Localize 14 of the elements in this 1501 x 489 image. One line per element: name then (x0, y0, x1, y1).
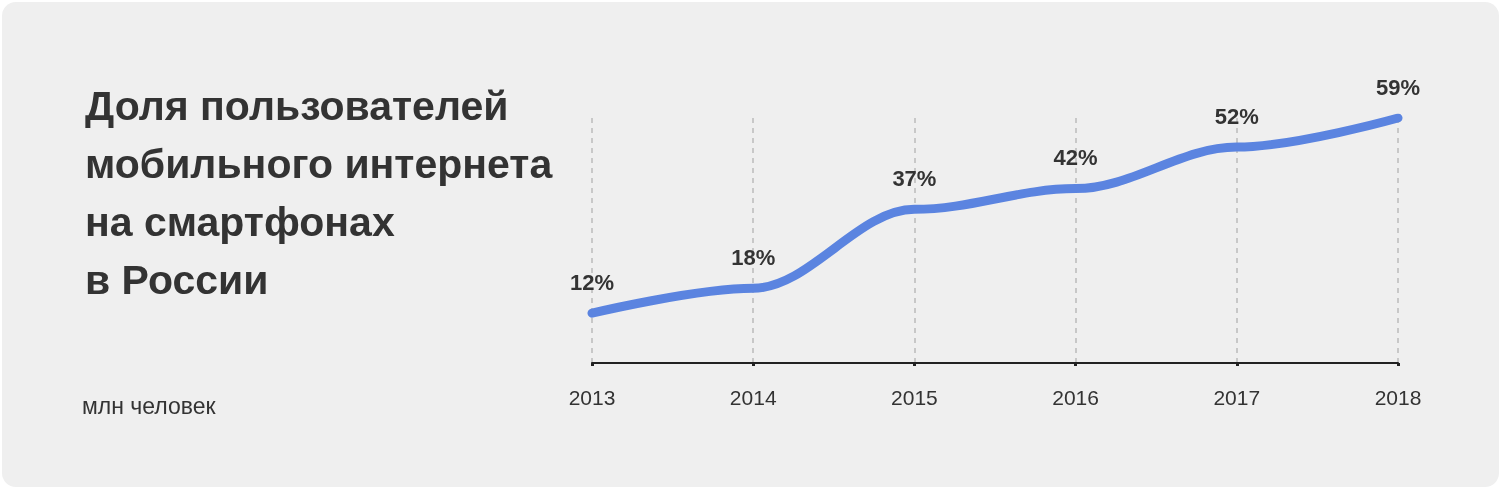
data-label: 18% (731, 244, 776, 270)
x-tick-label: 2013 (568, 386, 616, 409)
text: Доля пользователей мобильного интернета на смартфонах в России (85, 83, 554, 303)
text: млн человек (82, 392, 217, 419)
x-tick-label: 2015 (891, 386, 938, 409)
x-tick-label: 2018 (1374, 386, 1422, 409)
data-label: 59% (1375, 74, 1421, 100)
data-label: 52% (1214, 103, 1259, 129)
x-tick-label: 2016 (1052, 386, 1099, 409)
data-label: 12% (569, 269, 615, 295)
x-tick-label: 2014 (729, 386, 777, 409)
data-label: 42% (1053, 145, 1098, 171)
x-tick-label: 2017 (1213, 386, 1261, 409)
data-label: 37% (892, 165, 937, 191)
